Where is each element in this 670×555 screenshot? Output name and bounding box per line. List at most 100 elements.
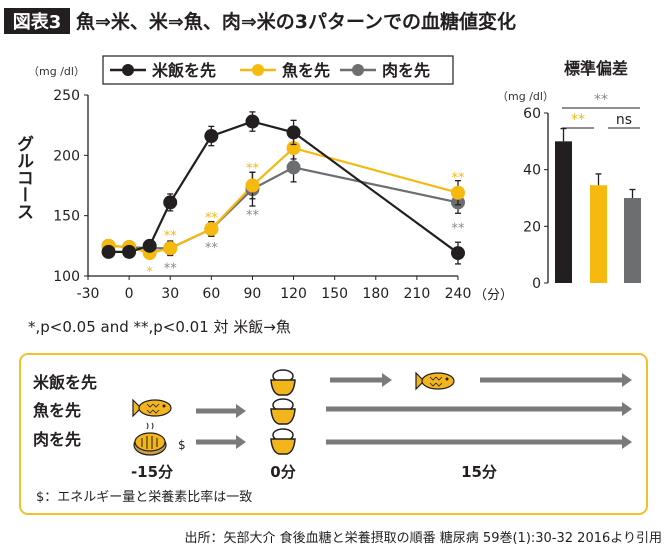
figure-title: 魚⇒米、米⇒魚、肉⇒米の3パターンでの血糖値変化	[76, 10, 516, 33]
time-label-minus15: -15分	[131, 463, 173, 481]
significance-mark: **	[246, 208, 260, 223]
sig-label: ns	[616, 112, 632, 128]
data-point	[245, 178, 260, 193]
arrow-head	[236, 404, 246, 418]
x-tick-label: 30	[161, 286, 179, 302]
arrow-head	[622, 373, 632, 387]
row-label-rice: 米飯を先	[33, 373, 97, 392]
data-point	[204, 129, 219, 144]
data-point	[163, 195, 178, 210]
fish-tail	[132, 398, 142, 418]
bar-y-tick-label: 60	[523, 106, 541, 122]
bar-y-tick-label: 0	[532, 276, 541, 292]
fish-scales	[146, 403, 160, 414]
significance-mark: **	[205, 241, 219, 256]
sig-label: **	[594, 92, 608, 108]
series-line-0	[108, 120, 459, 254]
data-point	[451, 185, 465, 200]
y-tick-label: 150	[53, 209, 80, 225]
figure-badge: 図表3	[13, 11, 62, 33]
fish-eye	[162, 404, 166, 408]
data-point	[451, 246, 465, 261]
rice-bowl-icon	[270, 428, 296, 455]
data-point	[101, 244, 116, 259]
y-tick-label: 200	[53, 148, 80, 164]
x-tick-label: 0	[125, 286, 134, 302]
fish-body	[421, 372, 455, 390]
bowl	[270, 379, 296, 396]
significance-note: *,p<0.05 and **,p<0.01 対 米飯→魚	[28, 318, 291, 336]
fish-scales	[429, 376, 443, 387]
data-point	[286, 160, 301, 175]
data-point	[245, 114, 260, 129]
arrow-head	[622, 402, 632, 416]
bar-y-tick-label: 20	[523, 219, 541, 235]
arrow-head	[236, 435, 246, 449]
x-tick-label: 90	[244, 286, 262, 302]
row-label-meat: 肉を先	[33, 430, 81, 449]
legend-marker	[252, 64, 264, 76]
data-point	[204, 221, 219, 236]
steak-top	[134, 432, 166, 452]
bowl	[270, 438, 296, 455]
bar-y-unit: （mg /dl）	[497, 90, 554, 103]
steam	[146, 422, 154, 430]
row-label-fish: 魚を先	[33, 401, 81, 420]
rice-bowl-icon	[270, 398, 296, 425]
x-tick-label: 60	[202, 286, 220, 302]
fish-tail	[415, 371, 425, 391]
data-point	[163, 241, 178, 256]
significance-mark: **	[205, 211, 219, 226]
y-tick-label: 100	[53, 269, 80, 285]
bar	[624, 198, 641, 283]
x-tick-label: 240	[445, 286, 472, 302]
fish-icon	[132, 398, 172, 418]
arrow-head	[622, 435, 632, 449]
significance-mark: **	[164, 262, 178, 277]
line-y-unit: （mg /dl）	[28, 65, 85, 78]
bar-y-tick-label: 40	[523, 163, 541, 179]
line-y-label: グルコース	[13, 135, 33, 220]
arrow-head	[382, 373, 392, 387]
data-point	[142, 238, 157, 253]
diagram-footnote: $：エネルギー量と栄養素比率は一致	[36, 489, 252, 505]
x-tick-label: -30	[77, 286, 100, 302]
legend-label: 肉を先	[382, 61, 430, 80]
data-point	[286, 125, 301, 140]
line-x-unit: （分）	[474, 288, 513, 303]
diagram-icons	[132, 369, 632, 456]
legend-label: 米飯を先	[152, 61, 216, 80]
significance-mark: **	[246, 161, 260, 176]
legend-label: 魚を先	[282, 61, 330, 80]
figure-badge-bg	[4, 8, 70, 34]
fish-body	[138, 399, 172, 417]
steak-icon	[133, 422, 167, 456]
time-label-0: 0分	[270, 463, 295, 481]
legend-marker	[122, 64, 134, 76]
x-tick-label: 120	[280, 286, 307, 302]
x-tick-label: 150	[321, 286, 348, 302]
significance-mark: **	[452, 222, 466, 237]
bar	[555, 141, 572, 283]
legend-marker	[352, 64, 364, 76]
data-point	[122, 244, 137, 259]
dollar-mark: $	[178, 438, 186, 452]
source-credit: 出所：矢部大介 食後血糖と栄養摂取の順番 糖尿病 59巻(1):30-32 20…	[185, 530, 662, 546]
rice-bowl-icon	[270, 369, 296, 396]
sig-label: **	[571, 112, 585, 128]
x-tick-label: 210	[404, 286, 431, 302]
time-label-15: 15分	[461, 463, 497, 481]
fish-eye	[445, 377, 449, 381]
grill-marks	[141, 436, 158, 449]
bowl	[270, 408, 296, 425]
legend-box	[102, 55, 454, 85]
bar-chart: 0 20 40 60 ** ** ns	[523, 92, 641, 292]
significance-mark: **	[452, 171, 466, 186]
line-y-label-box: グルコース	[13, 135, 33, 220]
series-line-1	[108, 146, 459, 255]
bar-title: 標準偏差	[564, 59, 628, 78]
significance-mark: **	[164, 229, 178, 244]
diagram-frame	[19, 353, 648, 515]
